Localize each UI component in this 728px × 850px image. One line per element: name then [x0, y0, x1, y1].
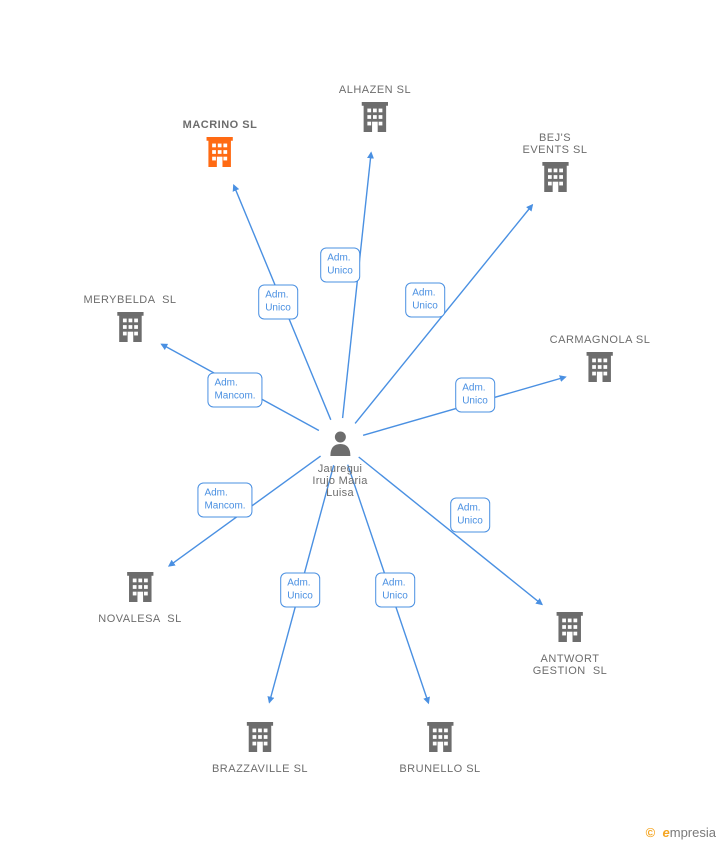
company-label: CARMAGNOLA SL — [550, 334, 651, 346]
company-label: ANTWORT GESTION SL — [533, 653, 608, 677]
edge-label: Adm. Unico — [405, 283, 445, 318]
company-label: BRUNELLO SL — [399, 763, 480, 775]
company-label: BRAZZAVILLE SL — [212, 763, 308, 775]
center-person: Jauregui Irujo Maria Luisa — [312, 430, 367, 499]
edge-label: Adm. Mancom. — [197, 483, 252, 518]
company-node-carmagnola[interactable]: CARMAGNOLA SL — [550, 334, 651, 389]
company-node-antwort[interactable]: ANTWORT GESTION SL — [533, 610, 608, 677]
copyright-icon: © — [646, 825, 656, 840]
building-icon — [245, 720, 275, 759]
edge-label: Adm. Unico — [320, 248, 360, 283]
company-node-alhazen[interactable]: ALHAZEN SL — [339, 84, 411, 139]
company-node-brazza[interactable]: BRAZZAVILLE SL — [212, 720, 308, 775]
company-node-merybelda[interactable]: MERYBELDA SL — [83, 294, 176, 349]
edge-label: Adm. Unico — [375, 573, 415, 608]
company-label: BEJ'S EVENTS SL — [522, 132, 587, 156]
watermark: © empresia — [646, 825, 716, 840]
person-icon — [329, 430, 351, 461]
building-icon — [115, 310, 145, 349]
diagram-stage: MACRINO SL ALHAZEN SL BE — [0, 0, 728, 850]
edge-label: Adm. Unico — [450, 498, 490, 533]
center-person-label: Jauregui Irujo Maria Luisa — [312, 463, 367, 499]
edge-line — [343, 153, 372, 418]
building-icon — [125, 570, 155, 609]
building-icon — [360, 100, 390, 139]
company-label: ALHAZEN SL — [339, 84, 411, 96]
company-label: MERYBELDA SL — [83, 294, 176, 306]
edge-label: Adm. Mancom. — [207, 373, 262, 408]
building-icon — [205, 135, 235, 174]
edge-label: Adm. Unico — [258, 285, 298, 320]
building-icon — [540, 160, 570, 199]
edge-label: Adm. Unico — [455, 378, 495, 413]
company-label: NOVALESA SL — [98, 613, 181, 625]
company-label: MACRINO SL — [183, 119, 258, 131]
company-node-brunello[interactable]: BRUNELLO SL — [399, 720, 480, 775]
edge-label: Adm. Unico — [280, 573, 320, 608]
building-icon — [425, 720, 455, 759]
building-icon — [585, 350, 615, 389]
company-node-novalesa[interactable]: NOVALESA SL — [98, 570, 181, 625]
building-icon — [555, 610, 585, 649]
company-node-bejs[interactable]: BEJ'S EVENTS SL — [522, 132, 587, 199]
company-node-macrino[interactable]: MACRINO SL — [183, 119, 258, 174]
